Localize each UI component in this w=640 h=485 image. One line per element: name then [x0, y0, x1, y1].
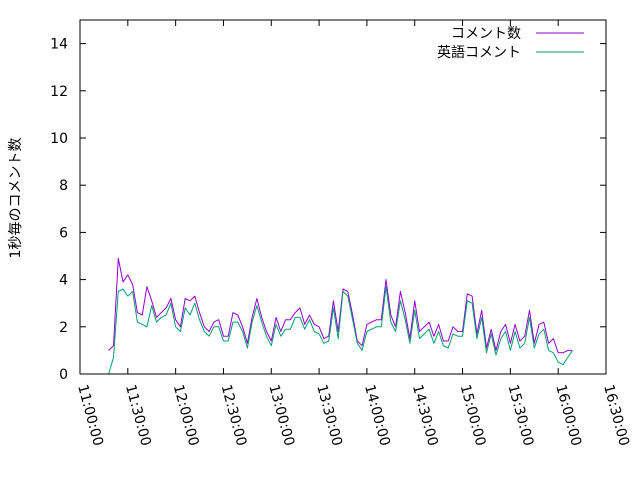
y-tick-label: 6	[59, 225, 68, 241]
y-tick-label: 10	[50, 131, 68, 147]
plot-frame	[79, 19, 607, 375]
y-tick-label: 12	[50, 84, 68, 100]
y-tick-label: 14	[50, 37, 68, 53]
y-tick-label: 8	[59, 178, 68, 194]
y-tick-label: 4	[59, 273, 68, 289]
y-tick-label: 2	[59, 320, 68, 336]
plot-area	[108, 257, 573, 375]
legend-label-1: コメント数	[451, 26, 521, 42]
y-axis-label: 1秒毎のコメント数	[8, 138, 24, 259]
legend-label-2: 英語コメント	[437, 44, 521, 61]
series-line-2	[108, 286, 573, 375]
y-tick-label: 0	[59, 367, 68, 383]
